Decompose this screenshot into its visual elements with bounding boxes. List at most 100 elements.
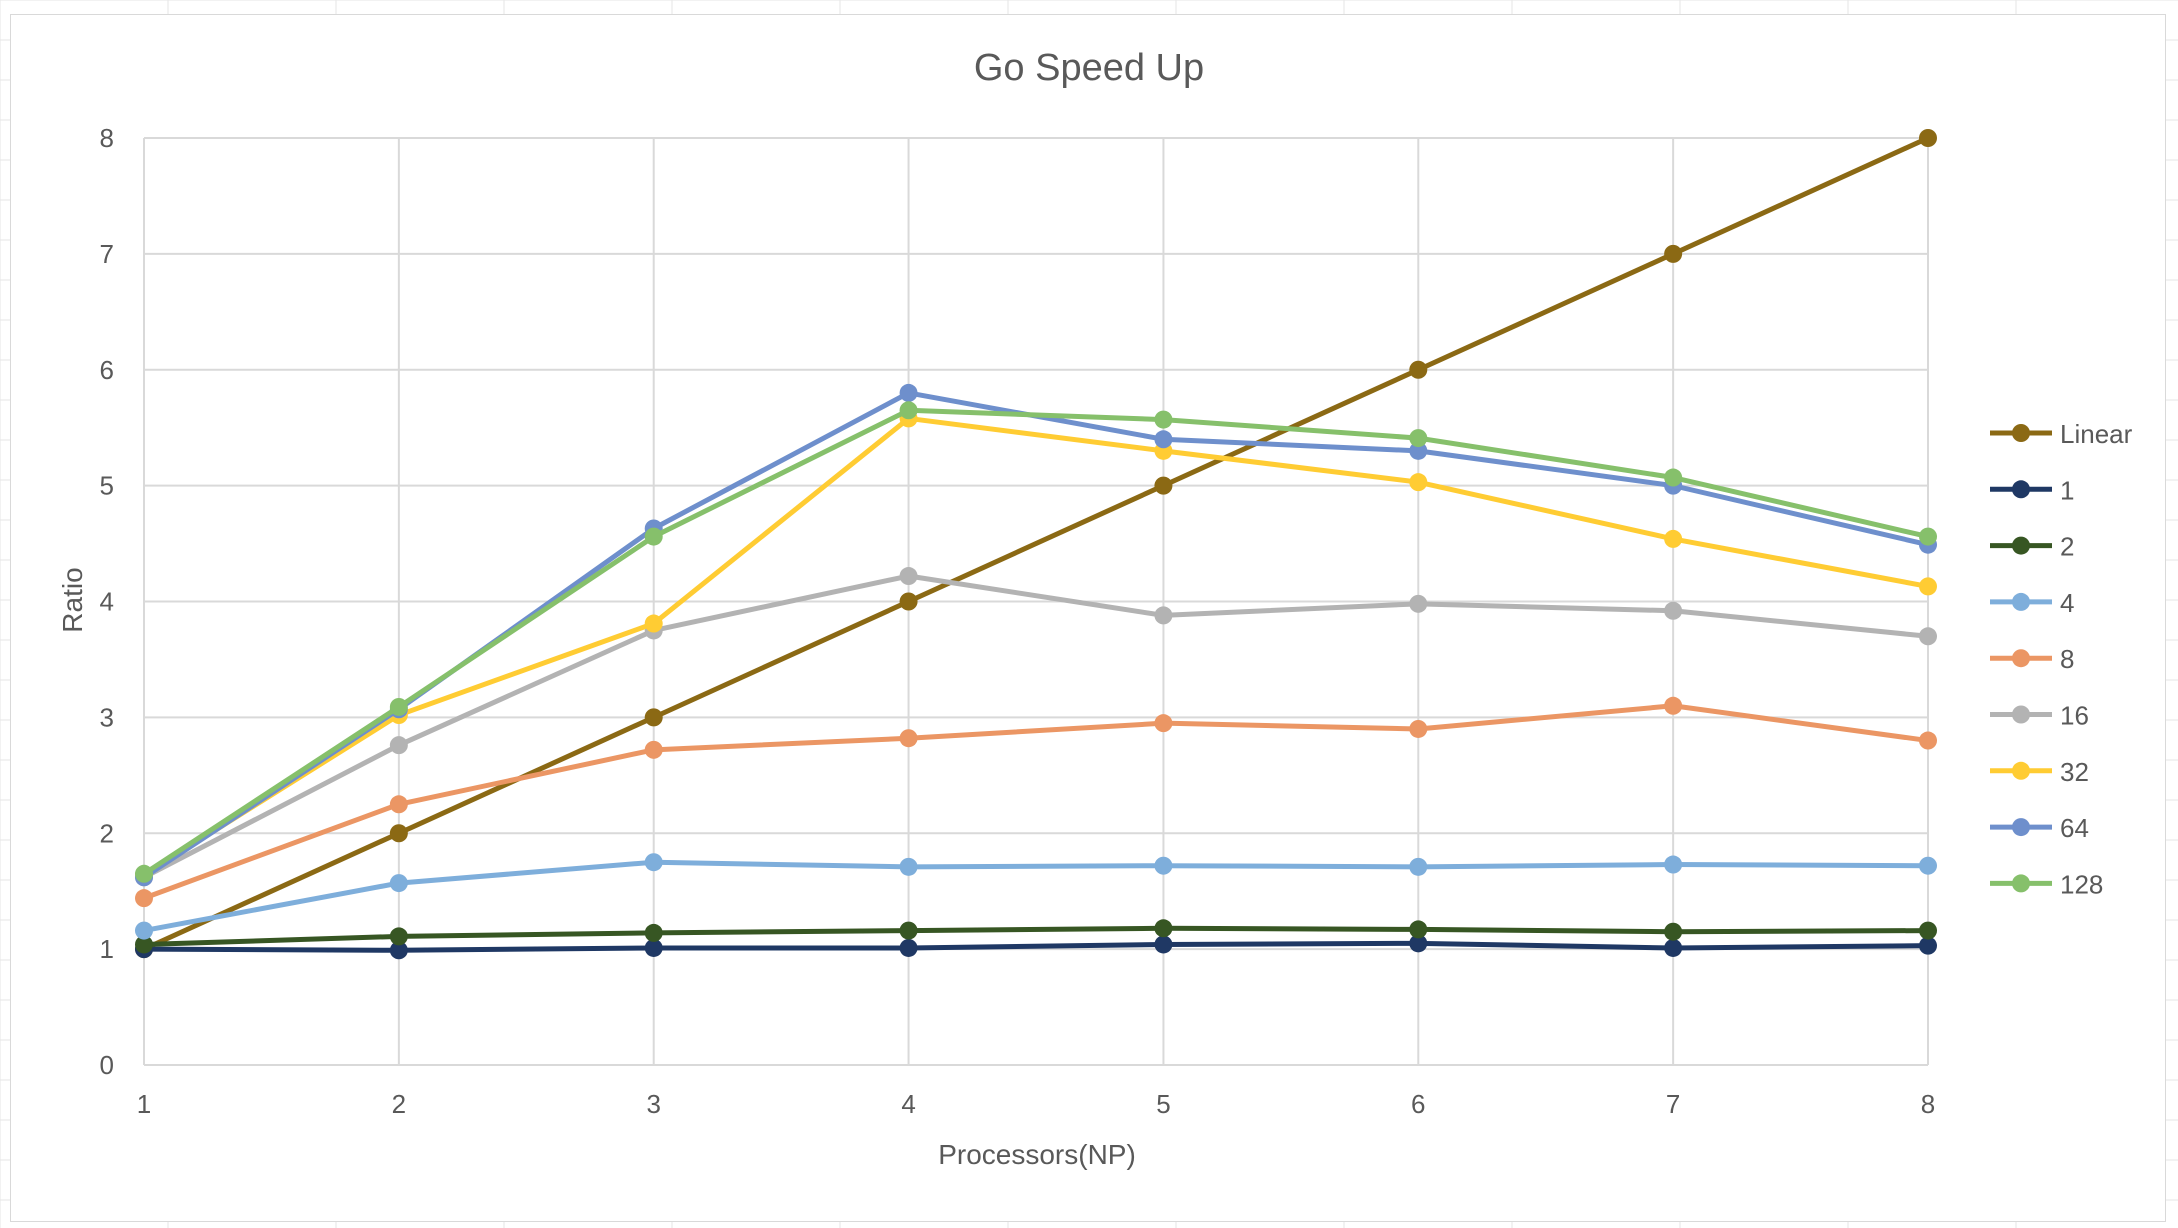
y-tick-label: 2 (100, 818, 114, 848)
data-point[interactable] (899, 592, 918, 611)
data-point[interactable] (1154, 935, 1173, 954)
data-point[interactable] (1409, 429, 1428, 448)
data-point[interactable] (1154, 856, 1173, 875)
legend-item[interactable]: 4 (1990, 588, 2074, 618)
y-tick-label: 4 (100, 587, 114, 617)
y-axis-title: Ratio (57, 567, 88, 632)
series-line[interactable] (142, 135, 1930, 952)
data-point[interactable] (1154, 430, 1173, 449)
data-point[interactable] (899, 921, 918, 940)
series-4[interactable] (135, 853, 1937, 940)
data-point[interactable] (389, 941, 408, 960)
data-point[interactable] (899, 383, 918, 402)
data-point[interactable] (1664, 601, 1683, 620)
series-line[interactable] (142, 573, 1929, 880)
series-line[interactable] (143, 703, 1929, 901)
data-point[interactable] (1919, 856, 1937, 875)
legend-item[interactable]: Linear (1990, 419, 2133, 449)
series-line[interactable] (143, 940, 1929, 953)
legend-item[interactable]: 16 (1990, 701, 2089, 731)
data-point[interactable] (1664, 938, 1683, 957)
data-point[interactable] (644, 527, 663, 546)
data-point[interactable] (1664, 922, 1683, 941)
data-point[interactable] (1664, 529, 1683, 548)
y-tick-label: 1 (100, 934, 114, 964)
legend-marker-swatch (2012, 818, 2030, 837)
data-point[interactable] (644, 853, 663, 872)
legend-item[interactable]: 2 (1990, 532, 2074, 562)
data-point[interactable] (899, 567, 918, 586)
data-point[interactable] (899, 729, 918, 748)
data-point[interactable] (1154, 919, 1173, 938)
data-point[interactable] (1154, 714, 1173, 733)
series-line[interactable] (143, 859, 1929, 934)
data-point[interactable] (1409, 473, 1428, 492)
data-point[interactable] (1409, 360, 1428, 379)
data-point[interactable] (1919, 577, 1937, 596)
legend-item[interactable]: 8 (1990, 644, 2074, 674)
data-point[interactable] (1919, 936, 1937, 955)
series-16[interactable] (135, 567, 1937, 887)
data-point[interactable] (644, 614, 663, 633)
data-point[interactable] (644, 938, 663, 957)
legend-marker-swatch (2012, 761, 2030, 780)
chart-area[interactable] (10, 14, 2166, 1222)
data-point[interactable] (1154, 410, 1173, 429)
data-point[interactable] (1664, 855, 1683, 874)
data-point[interactable] (1409, 594, 1428, 613)
x-axis-title: Processors(NP) (938, 1139, 1136, 1170)
data-point[interactable] (1664, 244, 1683, 263)
data-point[interactable] (389, 874, 408, 893)
data-point[interactable] (1664, 468, 1683, 487)
series-line[interactable] (142, 415, 1929, 878)
data-point[interactable] (644, 923, 663, 942)
data-point[interactable] (1409, 920, 1428, 939)
data-point[interactable] (135, 935, 153, 954)
gridlines (143, 137, 1929, 1066)
x-tick-label: 1 (137, 1089, 151, 1119)
data-point[interactable] (135, 889, 153, 908)
data-point[interactable] (1154, 476, 1173, 495)
series-64[interactable] (135, 383, 1937, 887)
data-point[interactable] (1919, 731, 1937, 750)
data-point[interactable] (899, 938, 918, 957)
data-point[interactable] (1919, 527, 1937, 546)
legend-item[interactable]: 1 (1990, 475, 2074, 505)
data-point[interactable] (389, 736, 408, 755)
data-point[interactable] (1409, 441, 1428, 460)
data-point[interactable] (1664, 696, 1683, 715)
data-point[interactable] (1409, 719, 1428, 738)
legend-item[interactable]: 32 (1990, 757, 2089, 787)
data-point[interactable] (389, 927, 408, 946)
data-point[interactable] (389, 697, 408, 716)
series-line[interactable] (142, 390, 1929, 880)
series-8[interactable] (135, 696, 1937, 908)
data-point[interactable] (1919, 627, 1937, 646)
series-line[interactable] (143, 925, 1929, 947)
legend-item[interactable]: 128 (1990, 869, 2103, 899)
data-point[interactable] (644, 708, 663, 727)
series-1[interactable] (135, 934, 1937, 960)
series-2[interactable] (135, 919, 1937, 954)
legend-label: 64 (2060, 813, 2089, 843)
legend: Linear 1 2 4 8 16 32 64 128 (1990, 419, 2133, 899)
series-128[interactable] (135, 401, 1937, 883)
data-point[interactable] (135, 921, 153, 940)
legend-item[interactable]: 64 (1990, 813, 2089, 843)
legend-marker-swatch (2012, 649, 2030, 668)
data-point[interactable] (1409, 857, 1428, 876)
series-line[interactable] (142, 407, 1929, 876)
data-point[interactable] (644, 740, 663, 759)
legend-label: Linear (2060, 419, 2133, 449)
data-point[interactable] (1919, 921, 1937, 940)
data-point[interactable] (899, 401, 918, 420)
data-point[interactable] (899, 857, 918, 876)
data-point[interactable] (1919, 129, 1937, 147)
x-tick-label: 5 (1156, 1089, 1170, 1119)
y-tick-label: 0 (100, 1050, 114, 1080)
data-point[interactable] (1409, 934, 1428, 953)
data-point[interactable] (1154, 606, 1173, 625)
data-point[interactable] (135, 864, 153, 883)
data-point[interactable] (389, 795, 408, 814)
data-point[interactable] (389, 824, 408, 843)
